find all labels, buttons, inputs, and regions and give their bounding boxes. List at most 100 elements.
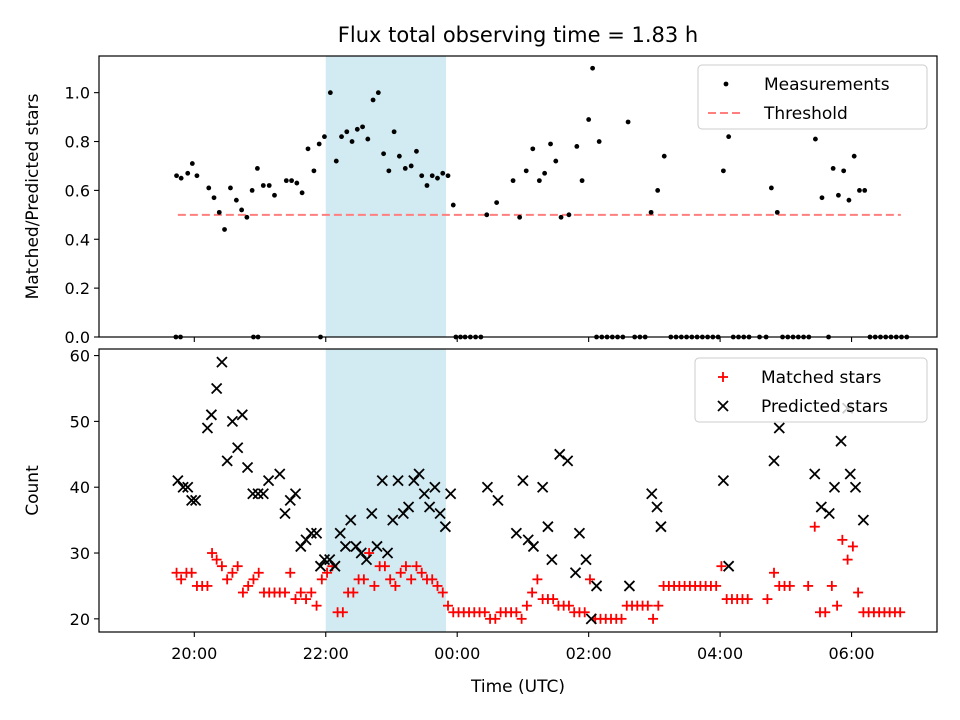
matched-star-point bbox=[369, 580, 380, 591]
legend-swatch bbox=[717, 400, 729, 412]
x-tick-label: 00:00 bbox=[434, 644, 480, 663]
matched-star-point bbox=[227, 567, 238, 578]
predicted-star-point bbox=[809, 468, 821, 480]
predicted-star-point bbox=[835, 435, 847, 447]
measurement-point bbox=[510, 178, 516, 184]
predicted-star-point bbox=[216, 356, 228, 368]
predicted-star-point bbox=[590, 580, 603, 592]
matched-star-point bbox=[616, 613, 627, 624]
measurement-point bbox=[768, 185, 774, 191]
predicted-star-point bbox=[226, 415, 239, 428]
matched-star-point bbox=[837, 534, 848, 545]
legend-label: Measurements bbox=[764, 75, 890, 95]
predicted-star-point bbox=[172, 474, 184, 487]
legend-label: Predicted stars bbox=[761, 397, 888, 417]
bottom-y-axis-label: Count bbox=[23, 465, 43, 516]
shaded-region bbox=[325, 349, 447, 632]
y-tick-label: 60 bbox=[70, 347, 90, 366]
legend-box bbox=[697, 64, 928, 130]
predicted-star-point bbox=[274, 468, 286, 480]
matched-star-point bbox=[316, 574, 327, 585]
predicted-star-point bbox=[339, 540, 352, 553]
matched-star-point bbox=[390, 580, 401, 591]
predicted-star-point bbox=[823, 507, 835, 520]
measurement-point bbox=[311, 168, 317, 174]
matched-star-point bbox=[803, 580, 814, 591]
measurement-point bbox=[819, 195, 825, 201]
matched-star-point bbox=[490, 613, 501, 624]
predicted-star-point bbox=[295, 540, 307, 553]
legend-label: Threshold bbox=[763, 104, 848, 124]
predicted-star-point bbox=[408, 474, 420, 487]
predicted-star-point bbox=[717, 474, 730, 487]
matched-star-point bbox=[853, 587, 864, 598]
measurement-point bbox=[344, 129, 350, 135]
predicted-star-point bbox=[252, 488, 264, 500]
matched-star-point bbox=[285, 567, 296, 578]
matched-star-point bbox=[826, 580, 837, 591]
measurement-point bbox=[862, 187, 868, 193]
matched-star-point bbox=[385, 574, 396, 585]
measurement-point bbox=[536, 178, 542, 184]
measurement-point bbox=[517, 214, 523, 220]
predicted-star-point bbox=[392, 474, 404, 487]
top-y-axis: 0.0 0.2 0.4 0.6 0.8 1.0 bbox=[65, 84, 99, 347]
matched-star-point bbox=[653, 600, 664, 611]
predicted-star-point bbox=[573, 527, 586, 539]
predicted-star-point bbox=[232, 442, 244, 454]
measurement-point bbox=[414, 148, 419, 154]
measurement-point bbox=[590, 65, 595, 71]
measurement-point bbox=[322, 134, 327, 140]
y-tick-label: 0.2 bbox=[65, 279, 90, 298]
measurement-point bbox=[244, 214, 250, 220]
measurement-point bbox=[327, 90, 333, 96]
measurement-point bbox=[194, 173, 200, 179]
predicted-star-point bbox=[329, 560, 341, 572]
matched-star-point bbox=[648, 613, 659, 624]
bottom-legend: Matched stars Predicted stars bbox=[694, 357, 928, 423]
measurement-point bbox=[216, 209, 222, 215]
measurement-point bbox=[222, 227, 227, 232]
predicted-star-point bbox=[542, 521, 554, 533]
predicted-star-point bbox=[569, 567, 582, 579]
predicted-star-point bbox=[522, 534, 534, 546]
measurement-point bbox=[185, 170, 191, 176]
matched-star-point bbox=[432, 580, 443, 591]
matched-star-point bbox=[548, 594, 559, 605]
matched-star-point bbox=[395, 567, 406, 578]
predicted-star-point bbox=[844, 468, 856, 480]
measurement-point bbox=[189, 161, 195, 166]
measurement-point bbox=[299, 190, 305, 196]
measurement-point bbox=[354, 126, 360, 132]
matched-star-point bbox=[295, 587, 306, 598]
measurement-point bbox=[523, 168, 529, 174]
matched-star-point bbox=[532, 574, 543, 585]
measurement-point bbox=[260, 183, 266, 188]
matched-star-point bbox=[809, 521, 820, 532]
predicted-star-point bbox=[561, 455, 574, 467]
predicted-star-point bbox=[554, 448, 566, 460]
measurement-point bbox=[283, 178, 289, 184]
x-tick-label: 20:00 bbox=[171, 644, 217, 663]
matched-star-point bbox=[769, 567, 780, 578]
measurement-point bbox=[542, 170, 548, 176]
predicted-star-point bbox=[182, 481, 194, 493]
predicted-star-point bbox=[381, 547, 394, 559]
measurement-point bbox=[408, 163, 414, 169]
predicted-star-point bbox=[423, 501, 436, 513]
top-panel-frame bbox=[98, 55, 938, 338]
measurement-point bbox=[625, 119, 631, 125]
measurement-point bbox=[655, 187, 661, 193]
measurement-point bbox=[228, 185, 233, 191]
predicted-star-point bbox=[492, 494, 504, 507]
matched-star-point bbox=[253, 567, 264, 578]
measurement-point bbox=[239, 207, 245, 213]
matched-star-point bbox=[211, 554, 222, 565]
matched-star-point bbox=[437, 587, 448, 598]
predicted-star-point bbox=[546, 553, 558, 566]
predicted-star-point bbox=[402, 501, 415, 513]
top-panel: 0.0 0.2 0.4 0.6 0.8 1.0 Matched/Predicted sta… bbox=[23, 55, 938, 347]
matched-star-point bbox=[222, 574, 233, 585]
predicted-star-point bbox=[310, 527, 323, 539]
measurement-point bbox=[558, 214, 564, 220]
